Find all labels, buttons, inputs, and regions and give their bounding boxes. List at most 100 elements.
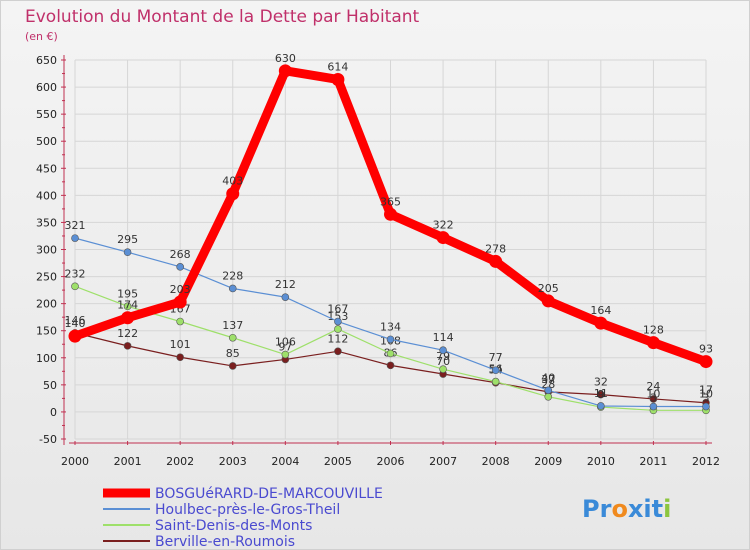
chart-title: Evolution du Montant de la Dette par Hab…	[25, 7, 420, 27]
data-point	[281, 350, 290, 359]
data-point	[439, 346, 447, 355]
data-point	[334, 347, 342, 356]
data-point	[699, 355, 713, 369]
logo-letter: P	[582, 495, 600, 523]
y-tick-label: 500	[36, 135, 57, 148]
x-tick-label: 2005	[324, 455, 352, 468]
data-point	[176, 353, 184, 362]
data-label: 32	[594, 376, 608, 389]
logo-letter: i	[643, 495, 651, 523]
data-point	[123, 302, 132, 311]
data-label: 278	[485, 242, 506, 255]
data-label: 146	[65, 314, 86, 327]
x-tick-label: 2011	[639, 455, 667, 468]
data-point	[173, 295, 187, 309]
y-tick-label: 200	[36, 298, 57, 311]
data-point	[123, 248, 132, 257]
y-tick-label: 50	[43, 379, 57, 392]
data-point	[541, 294, 555, 308]
data-point	[384, 207, 397, 221]
data-label: 9	[597, 388, 604, 401]
data-point	[544, 386, 553, 395]
data-point	[228, 284, 237, 293]
data-label: 140	[65, 317, 86, 330]
data-label: 322	[433, 219, 454, 232]
data-label: 228	[222, 269, 243, 282]
data-point	[334, 317, 342, 326]
data-point	[71, 234, 79, 242]
data-point	[331, 72, 345, 86]
data-label: 106	[275, 336, 296, 349]
data-label: 3	[703, 391, 710, 404]
x-tick-label: 2007	[429, 455, 457, 468]
data-point	[491, 366, 500, 375]
data-label: 17	[699, 384, 713, 397]
x-tick-label: 2010	[587, 455, 615, 468]
x-tick-label: 2003	[219, 455, 247, 468]
data-label: 112	[327, 332, 348, 345]
data-point	[228, 333, 237, 342]
data-point	[176, 317, 184, 326]
data-point	[597, 390, 605, 399]
data-point	[491, 377, 500, 386]
data-label: 205	[538, 282, 559, 295]
data-label: 203	[170, 283, 191, 296]
data-point	[702, 402, 710, 411]
data-point	[386, 335, 395, 344]
data-point	[176, 263, 184, 271]
data-point	[489, 254, 503, 268]
data-label: 167	[327, 303, 348, 316]
data-label: 40	[541, 371, 555, 384]
logo-letter: i	[663, 495, 671, 523]
data-label: 114	[433, 331, 454, 344]
data-label: 174	[117, 299, 138, 312]
data-point	[439, 365, 447, 373]
x-tick-label: 2006	[377, 455, 405, 468]
y-tick-label: 400	[36, 189, 57, 202]
logo-letter: o	[611, 495, 628, 523]
data-label: 24	[646, 380, 660, 393]
legend-label: BOSGUéRARD-DE-MARCOUVILLE	[155, 486, 383, 502]
data-point	[386, 349, 395, 358]
data-point	[123, 342, 132, 350]
y-tick-label: -50	[39, 433, 57, 446]
data-label: 79	[436, 350, 450, 363]
data-label: 268	[170, 248, 191, 261]
legend-label: Saint-Denis-des-Monts	[155, 518, 312, 534]
data-point	[544, 392, 553, 401]
y-tick-label: 150	[36, 325, 57, 338]
data-point	[226, 187, 240, 201]
data-label: 630	[275, 52, 296, 65]
y-tick-label: 300	[36, 244, 57, 257]
data-point	[281, 293, 290, 301]
x-tick-label: 2000	[61, 455, 89, 468]
data-label: 37	[541, 373, 555, 386]
logo-letter: t	[652, 495, 663, 523]
x-tick-label: 2002	[166, 455, 194, 468]
legend-label: Berville-en-Roumois	[155, 534, 295, 550]
y-tick-label: 450	[36, 162, 57, 175]
y-tick-label: 550	[36, 108, 57, 121]
data-label: 3	[650, 391, 657, 404]
data-point	[121, 311, 135, 325]
data-label: 10	[699, 388, 713, 401]
data-label: 134	[380, 320, 401, 333]
axes: -50 0 50 100 150 200 250 300 350 400 450 500 550 600 6…	[36, 54, 720, 468]
data-point	[594, 316, 608, 330]
y-tick-label: 250	[36, 271, 57, 284]
proxiti-logo: Proxiti	[582, 495, 671, 523]
data-point	[649, 402, 658, 411]
y-tick-label: 0	[50, 406, 57, 419]
data-label: 28	[541, 378, 555, 391]
grid-lines	[74, 59, 707, 440]
data-label: 195	[117, 287, 138, 300]
y-tick-label: 350	[36, 216, 57, 229]
data-label: 128	[643, 324, 664, 337]
data-label: 97	[278, 340, 292, 353]
data-label: 212	[275, 278, 296, 291]
legend-label: Houlbec-près-le-Gros-Theil	[155, 502, 340, 518]
series-0: 140 174 203 403 630 614 365 322 278 205 164 128 93	[65, 52, 713, 369]
logo-letter: r	[600, 495, 612, 523]
